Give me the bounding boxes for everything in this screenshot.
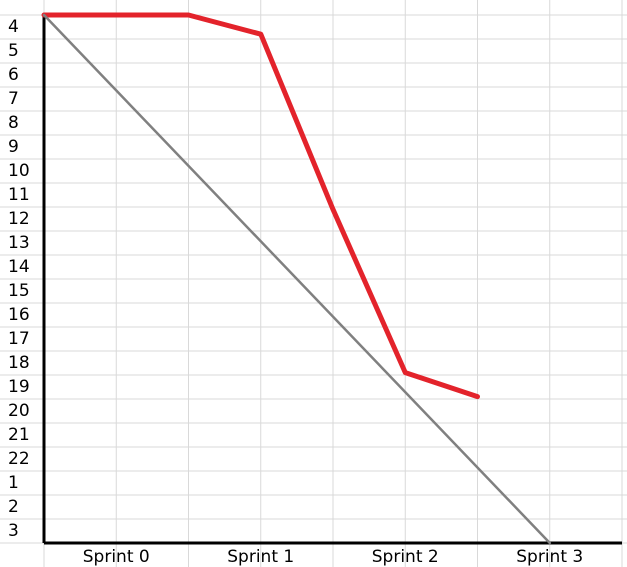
row-label: 6 (8, 65, 19, 85)
column-labels: Sprint 0 Sprint 1 Sprint 2 Sprint 3 (83, 547, 583, 567)
row-label: 7 (8, 89, 19, 109)
row-label: 9 (8, 137, 19, 157)
row-label: 18 (8, 353, 30, 373)
category-label: Sprint 1 (227, 547, 294, 567)
category-label: Sprint 3 (516, 547, 583, 567)
row-label: 15 (8, 281, 30, 301)
row-label: 1 (8, 473, 19, 493)
category-label: Sprint 0 (83, 547, 150, 567)
row-label: 3 (8, 521, 19, 541)
row-label: 14 (8, 257, 30, 277)
row-label: 12 (8, 209, 30, 229)
row-label: 2 (8, 497, 19, 517)
row-label: 17 (8, 329, 30, 349)
row-label: 13 (8, 233, 30, 253)
axes (42, 15, 622, 545)
row-label: 21 (8, 425, 30, 445)
ideal-line (42, 13, 552, 545)
row-label: 4 (8, 17, 19, 37)
row-label: 5 (8, 41, 19, 61)
row-label: 8 (8, 113, 19, 133)
row-label: 22 (8, 449, 30, 469)
actual-line (41, 12, 480, 400)
category-label: Sprint 2 (372, 547, 439, 567)
row-label: 20 (8, 401, 30, 421)
row-label: 16 (8, 305, 30, 325)
row-label: 11 (8, 185, 30, 205)
row-label: 19 (8, 377, 30, 397)
row-label: 10 (8, 161, 30, 181)
series-lines (41, 12, 552, 545)
